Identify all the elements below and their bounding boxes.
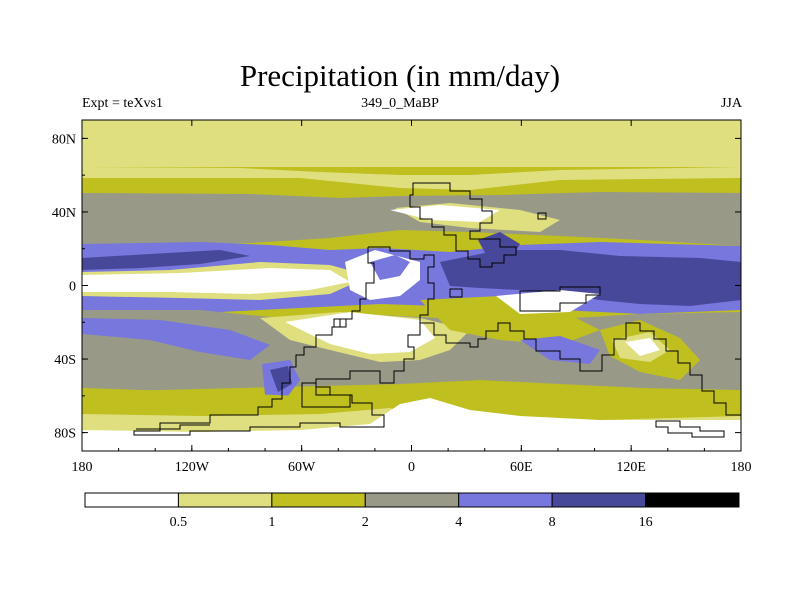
indo-pacific-core <box>440 250 741 306</box>
coastline-island <box>537 212 547 220</box>
coastline-western-continent <box>368 246 741 416</box>
lon-tick-label: 60W <box>288 460 316 475</box>
lon-tick-label: 60E <box>510 460 533 475</box>
lat-tick-label: 40S <box>54 353 76 368</box>
south-pacific-convergence <box>82 318 270 360</box>
lon-tick-label: 180 <box>72 460 93 475</box>
coastline-north-continent <box>409 182 517 268</box>
period-label: 349_0_MaBP <box>361 96 439 111</box>
axis-ticks: 180 120W 60W 0 60E 120E 180 80N 40N 0 40S 80S <box>52 120 752 475</box>
east-dry <box>625 338 660 356</box>
colorbar-box <box>84 492 179 508</box>
experiment-label: Expt = teXvs1 <box>82 96 163 111</box>
itcz-core <box>82 250 250 270</box>
band-arctic <box>82 120 741 167</box>
southern-continent-dry <box>285 312 435 354</box>
pacific-dry-core <box>82 268 350 294</box>
colorbar-box <box>645 492 740 508</box>
colorbar-label: 2 <box>362 515 369 530</box>
colorbar-box <box>458 492 553 508</box>
colorbar-label: 0.5 <box>170 515 188 530</box>
lon-tick-label: 120E <box>616 460 646 475</box>
coastline-antarctic-piece <box>655 420 725 438</box>
coastline-east-island <box>449 288 463 298</box>
colorbar: 0.5 1 2 4 8 16 <box>84 492 740 530</box>
antarctic-dry <box>82 398 741 451</box>
sahara-dry <box>390 205 500 222</box>
africa-wet <box>370 255 410 280</box>
coastline-southwest-spit <box>136 424 210 430</box>
band-north-midlat <box>82 192 741 248</box>
lon-tick-label: 180 <box>731 460 752 475</box>
colorbar-label: 16 <box>639 515 653 530</box>
colorbar-box <box>271 492 366 508</box>
colorbar-box <box>177 492 273 508</box>
lon-tick-label: 120W <box>175 460 210 475</box>
colorbar-box <box>551 492 647 508</box>
precipitation-field <box>82 120 741 451</box>
colorbar-label: 1 <box>268 515 275 530</box>
central-olive <box>420 296 600 345</box>
coastline-south-inner <box>301 382 351 408</box>
lon-tick-label: 0 <box>408 460 415 475</box>
lat-tick-label: 40N <box>52 206 76 221</box>
southern-gyre-blue <box>520 336 600 364</box>
coastline-east-block <box>519 286 601 312</box>
lat-tick-label: 80S <box>54 427 76 442</box>
colorbar-box <box>364 492 460 508</box>
lat-tick-label: 80N <box>52 132 76 147</box>
south-high-olive <box>82 384 741 418</box>
coastlines <box>133 182 741 438</box>
storm-track-core <box>270 366 292 392</box>
lat-tick-label: 0 <box>69 280 76 295</box>
colorbar-label: 8 <box>549 515 556 530</box>
east-dry-strip <box>496 290 600 314</box>
season-label: JJA <box>720 96 742 111</box>
colorbar-label: 4 <box>455 515 462 530</box>
band-north-light <box>82 167 741 190</box>
plot-title: Precipitation (in mm/day) <box>239 58 561 93</box>
coastline-africa-loop <box>133 247 421 436</box>
coastline-inland-lake <box>333 318 347 328</box>
